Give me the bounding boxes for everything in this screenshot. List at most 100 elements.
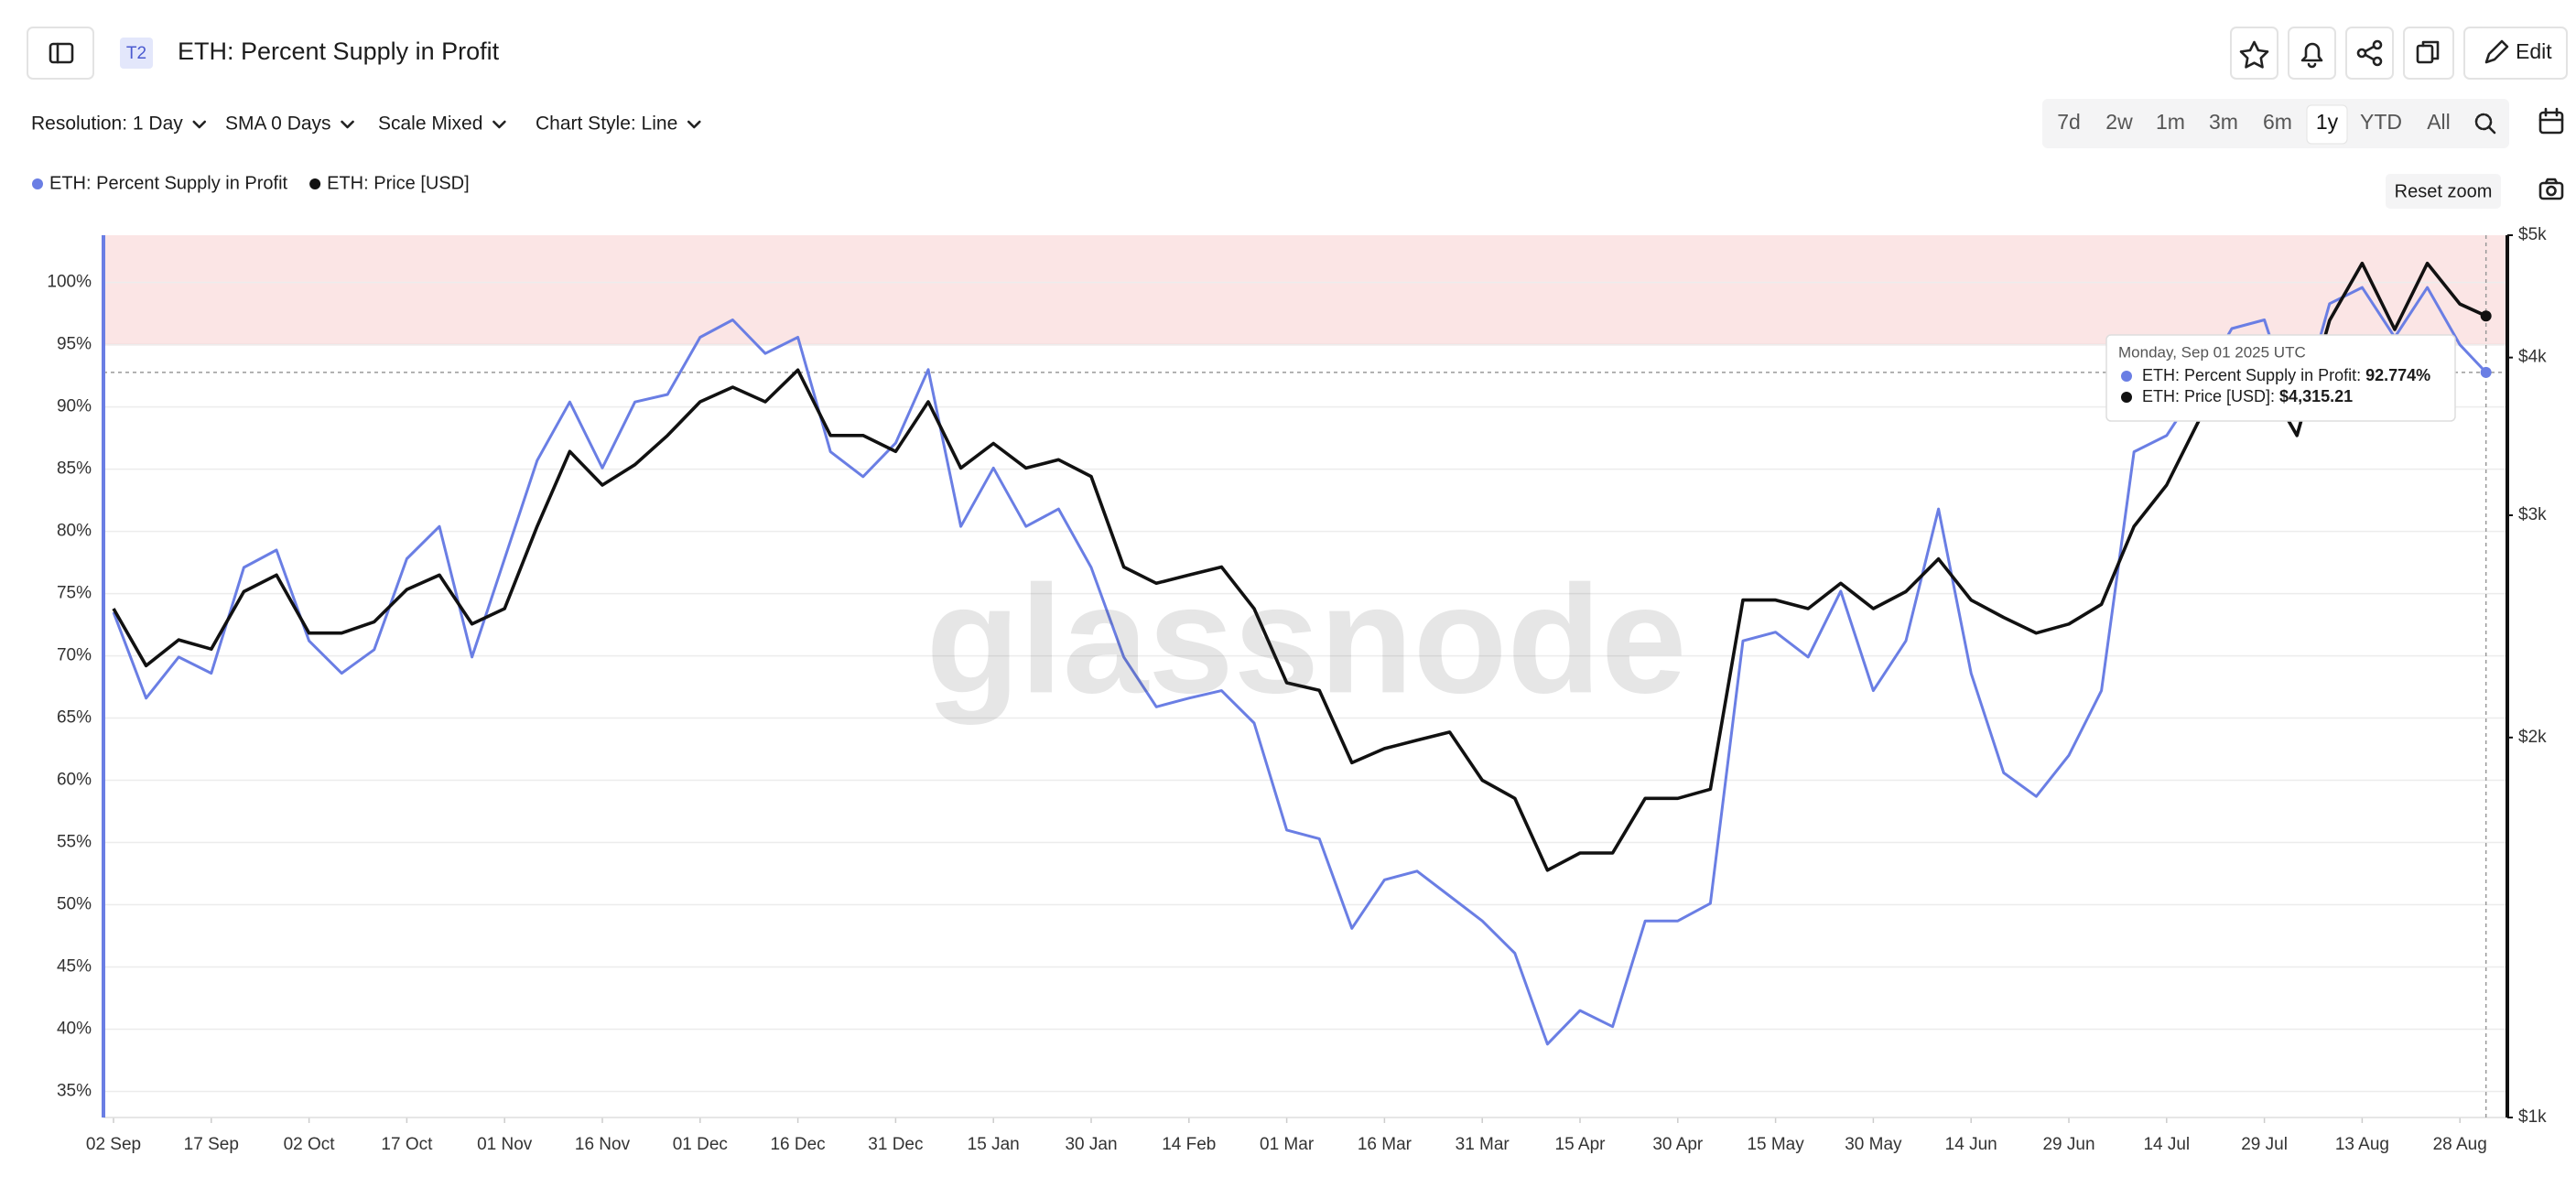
x-tick-label: 30 Jan — [1065, 1135, 1117, 1154]
legend-label: ETH: Price [USD] — [327, 173, 470, 193]
y-tick-label: 45% — [57, 956, 92, 976]
y2-tick-label: $2k — [2518, 728, 2547, 747]
edit-label: Edit — [2516, 39, 2552, 63]
tooltip-value: 92.774% — [2365, 366, 2430, 384]
chart-style-dropdown[interactable]: Chart Style: Line — [536, 113, 677, 135]
reset-zoom-button[interactable] — [2386, 174, 2501, 209]
y2-tick-label: $5k — [2518, 225, 2547, 244]
y-tick-label: 35% — [57, 1081, 92, 1100]
series-line — [112, 286, 2487, 1046]
highlight-band — [103, 235, 2507, 345]
camera-icon[interactable] — [2538, 178, 2564, 200]
x-tick-label: 29 Jul — [2241, 1135, 2288, 1154]
alert-button[interactable] — [2288, 27, 2336, 80]
tooltip-dot — [2121, 371, 2132, 382]
watermark: glassnode — [926, 553, 1687, 725]
x-tick-label: 14 Feb — [1162, 1135, 1216, 1154]
zoom-icon[interactable] — [2474, 113, 2493, 131]
tooltip-row: ETH: Price [USD]: $4,315.21 — [2142, 387, 2353, 405]
zoom-icon — [2487, 125, 2496, 135]
tooltip-box — [2105, 334, 2456, 422]
y-tick-label: 60% — [57, 771, 92, 790]
resolution-dropdown[interactable]: Resolution: 1 Day — [31, 113, 183, 135]
range-active — [2306, 104, 2348, 145]
range-button[interactable]: 1m — [2156, 110, 2185, 134]
y-tick-label: 65% — [57, 708, 92, 728]
y-tick-label: 40% — [57, 1019, 92, 1038]
last-point — [2480, 310, 2492, 322]
y-tick-label: 55% — [57, 833, 92, 852]
range-button[interactable]: 2w — [2105, 110, 2133, 134]
star-icon — [2239, 40, 2269, 69]
share-button[interactable] — [2345, 27, 2394, 80]
tooltip-value: $4,315.21 — [2279, 387, 2353, 405]
share-icon — [2356, 39, 2383, 67]
x-tick-label: 31 Dec — [868, 1135, 923, 1154]
chevron-icon — [341, 120, 354, 129]
range-button[interactable]: All — [2427, 110, 2451, 134]
x-tick-label: 31 Mar — [1456, 1135, 1510, 1154]
x-tick-label: 29 Jun — [2042, 1135, 2094, 1154]
x-tick-label: 01 Mar — [1260, 1135, 1315, 1154]
range-button[interactable]: 7d — [2057, 110, 2081, 134]
calendar-icon[interactable] — [2538, 107, 2564, 135]
x-tick-label: 17 Sep — [184, 1135, 239, 1154]
x-tick-label: 15 May — [1747, 1135, 1804, 1154]
sidebar-icon — [49, 42, 74, 64]
x-tick-label: 30 Apr — [1652, 1135, 1704, 1154]
y-tick-label: 90% — [57, 397, 92, 416]
x-tick-label: 01 Nov — [477, 1135, 533, 1154]
chevron-icon — [192, 120, 207, 129]
legend-label: ETH: Percent Supply in Profit — [49, 173, 288, 193]
tooltip-label: ETH: Percent Supply in Profit: — [2142, 366, 2361, 384]
x-tick-label: 17 Oct — [381, 1135, 433, 1154]
reset-zoom-label: Reset zoom — [2395, 181, 2493, 201]
y2-tick-label: $3k — [2518, 505, 2547, 524]
bell-icon — [2300, 42, 2323, 69]
x-tick-label: 30 May — [1845, 1135, 1902, 1154]
x-tick-label: 14 Jul — [2143, 1135, 2190, 1154]
badge-text: T2 — [126, 44, 146, 63]
y-tick-label: 50% — [57, 895, 92, 914]
x-tick-label: 14 Jun — [1945, 1135, 1997, 1154]
x-tick-label: 16 Dec — [770, 1135, 825, 1154]
star-button[interactable] — [2230, 27, 2278, 80]
edit-button[interactable] — [2463, 27, 2568, 80]
y-tick-label: 100% — [47, 273, 92, 292]
edit-icon — [2484, 39, 2509, 64]
series-line — [112, 261, 2487, 872]
tooltip-row: ETH: Percent Supply in Profit: 92.774% — [2142, 366, 2430, 384]
y-tick-label: 80% — [57, 522, 92, 541]
tooltip: Monday, Sep 01 2025 UTC ETH: Percent Sup… — [2105, 334, 2456, 422]
range-button[interactable]: 1y — [2316, 110, 2339, 134]
x-tick-label: 15 Apr — [1555, 1135, 1607, 1154]
range-group — [2042, 99, 2509, 148]
y-tick-label: 85% — [57, 459, 92, 479]
x-tick-label: 02 Sep — [86, 1135, 141, 1154]
sma-dropdown[interactable]: SMA 0 Days — [225, 113, 331, 135]
chevron-icon — [687, 120, 701, 129]
x-tick-label: 16 Nov — [575, 1135, 631, 1154]
tooltip-dot — [2121, 392, 2132, 403]
copy-icon — [2416, 40, 2440, 64]
page-title: ETH: Percent Supply in Profit — [178, 38, 500, 65]
range-button[interactable]: YTD — [2360, 110, 2402, 134]
y2-tick-label: $4k — [2518, 348, 2547, 367]
range-buttons: 7d 2w 1m 3m 6m 1y YTD All — [2057, 104, 2496, 145]
tooltip-title: Monday, Sep 01 2025 UTC — [2118, 343, 2306, 361]
x-tick-label: 28 Aug — [2433, 1135, 2487, 1154]
legend-dot — [309, 178, 321, 189]
range-button[interactable]: 6m — [2263, 110, 2292, 134]
y-tick-label: 70% — [57, 646, 92, 665]
x-tick-label: 13 Aug — [2335, 1135, 2389, 1154]
range-button[interactable]: 3m — [2209, 110, 2238, 134]
sidebar-button[interactable] — [27, 27, 94, 80]
legend-dot — [32, 178, 43, 189]
duplicate-button[interactable] — [2403, 27, 2454, 80]
scale-dropdown[interactable]: Scale Mixed — [378, 113, 482, 135]
plot: 35% 40% 45% 50% 55% 60% 65% 70% 75% 80% 85% 90% 95% 1… — [47, 225, 2547, 1154]
badge — [120, 38, 153, 69]
y-tick-label: 75% — [57, 584, 92, 603]
x-tick-label: 01 Dec — [673, 1135, 728, 1154]
legend: ETH: Percent Supply in Profit ETH: Price … — [32, 173, 470, 193]
